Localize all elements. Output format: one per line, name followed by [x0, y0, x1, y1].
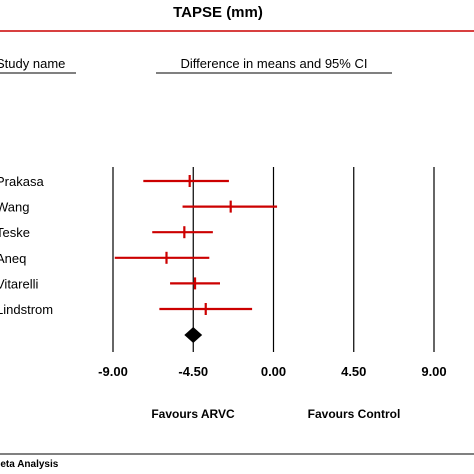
study-column-header: Study name — [0, 56, 65, 71]
study-row: Aneq — [0, 251, 210, 266]
x-tick-label: -9.00 — [98, 364, 128, 379]
study-name: Wang — [0, 200, 29, 215]
x-tick-label: -4.50 — [178, 364, 208, 379]
study-name: Lindstrom — [0, 302, 53, 317]
study-name: Vitarelli — [0, 276, 39, 291]
pooled-summary — [184, 327, 203, 343]
x-tick-label: 0.00 — [261, 364, 286, 379]
x-tick-label: 9.00 — [421, 364, 446, 379]
x-tick-label: 4.50 — [341, 364, 366, 379]
study-rows: Prakasa Wang Teske Aneq Vitarelli Lindstrom — [0, 174, 278, 317]
study-name: Prakasa — [0, 174, 44, 189]
axis-gridlines — [112, 167, 435, 352]
summary-diamond — [184, 327, 203, 343]
study-name: Teske — [0, 225, 30, 240]
favours-left-label: Favours ARVC — [151, 407, 235, 421]
footer-text: Meta Analysis — [0, 459, 59, 470]
study-name: Aneq — [0, 251, 26, 266]
study-row: Prakasa — [0, 174, 229, 189]
study-row: Teske — [0, 225, 213, 240]
effect-column-header: Difference in means and 95% CI — [181, 56, 368, 71]
favours-right-label: Favours Control — [308, 407, 401, 421]
study-row: Wang — [0, 200, 278, 215]
study-row: Lindstrom — [0, 302, 253, 317]
chart-title: TAPSE (mm) — [173, 4, 263, 21]
study-row: Vitarelli — [0, 276, 220, 291]
x-tick-labels: -9.00 -4.50 0.00 4.50 9.00 — [98, 364, 446, 379]
